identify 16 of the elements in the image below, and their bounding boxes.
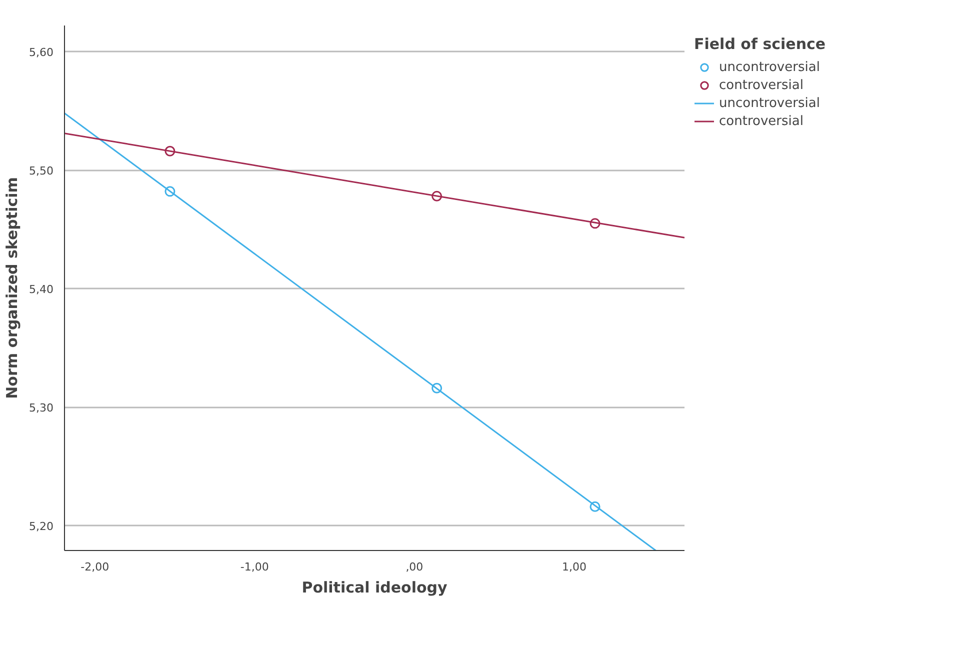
legend-label: controversial [719,113,804,129]
y-tick-label: 5,40 [29,283,54,296]
y-tick-label: 5,30 [29,402,54,415]
legend-title: Field of science [694,35,826,53]
legend-label: uncontroversial [719,95,820,111]
x-axis-title: Political ideology [302,578,448,596]
y-axis-title: Norm organized skepticim [3,177,22,399]
y-tick-label: 5,60 [29,46,54,60]
y-tick-label: 5,50 [29,164,54,178]
x-tick-label: 1,00 [562,560,586,574]
y-tick-label: 5,20 [29,520,54,534]
legend-label: uncontroversial [719,59,820,75]
x-tick-label: ,00 [406,560,424,574]
x-tick-label: -2,00 [80,560,110,574]
legend-label: controversial [719,77,804,93]
x-tick-label: -1,00 [240,560,269,574]
